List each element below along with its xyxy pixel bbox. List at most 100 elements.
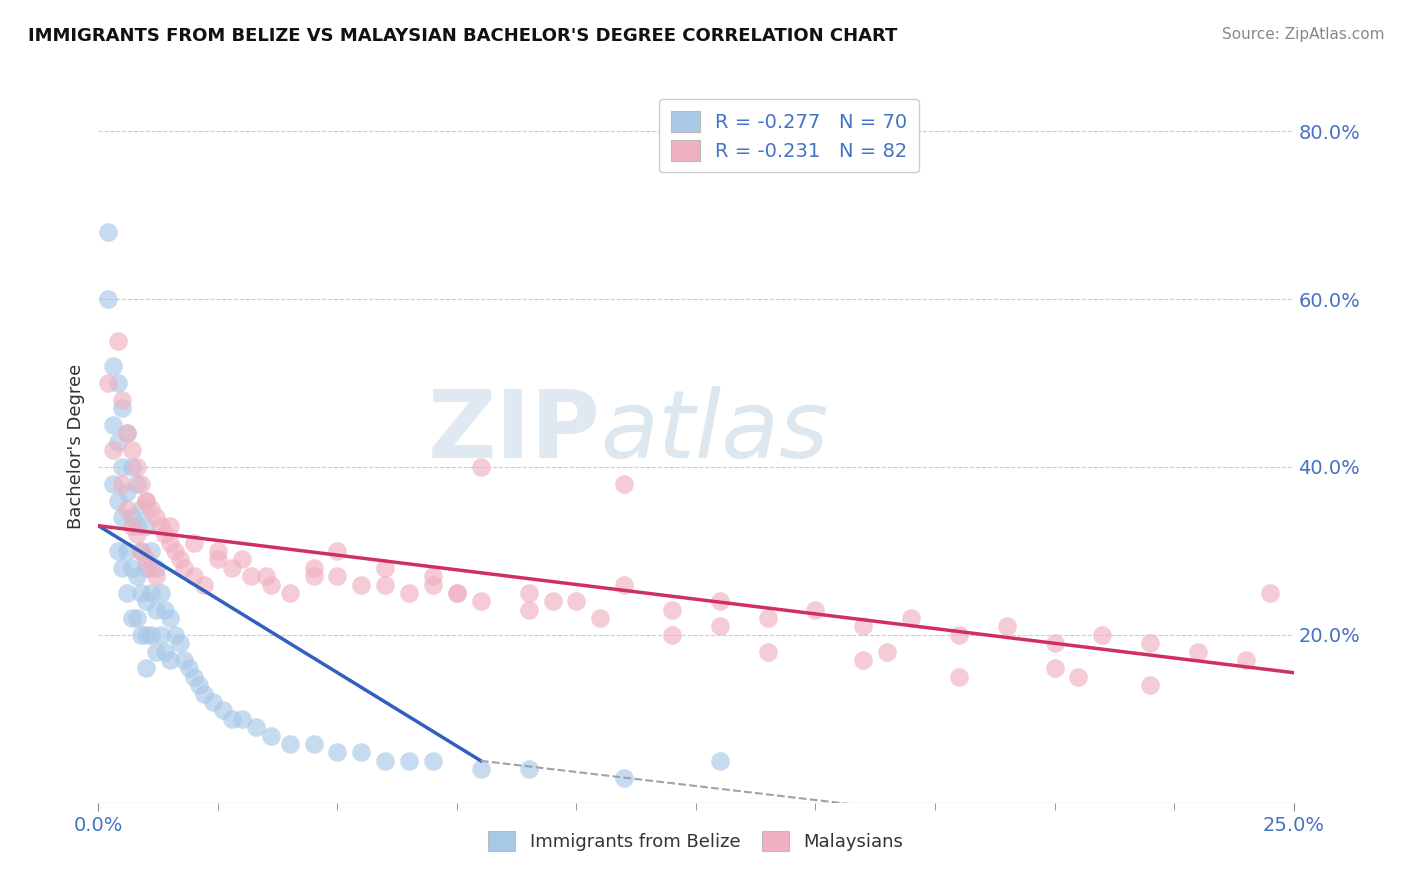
Point: [149, 518, 172, 533]
Point: [125, 611, 148, 625]
Point: [470, 762, 492, 776]
Point: [613, 476, 636, 491]
Point: [131, 628, 153, 642]
Point: [1139, 678, 1161, 692]
Point: [517, 586, 540, 600]
Point: [97, 292, 120, 306]
Point: [231, 712, 253, 726]
Point: [107, 493, 129, 508]
Point: [374, 754, 396, 768]
Point: [135, 628, 157, 642]
Point: [121, 611, 143, 625]
Text: Source: ZipAtlas.com: Source: ZipAtlas.com: [1222, 27, 1385, 42]
Point: [1139, 636, 1161, 650]
Point: [107, 376, 129, 390]
Point: [135, 493, 157, 508]
Point: [145, 510, 167, 524]
Point: [1091, 628, 1114, 642]
Point: [131, 544, 153, 558]
Point: [709, 594, 731, 608]
Point: [948, 628, 970, 642]
Point: [139, 560, 162, 574]
Point: [111, 392, 134, 407]
Point: [139, 502, 162, 516]
Point: [350, 746, 373, 760]
Point: [278, 737, 301, 751]
Point: [374, 577, 396, 591]
Point: [1067, 670, 1090, 684]
Point: [207, 544, 229, 558]
Point: [709, 619, 731, 633]
Point: [159, 611, 181, 625]
Point: [145, 603, 167, 617]
Point: [101, 443, 124, 458]
Point: [173, 653, 195, 667]
Point: [145, 560, 167, 574]
Point: [101, 476, 124, 491]
Point: [163, 628, 186, 642]
Point: [111, 560, 134, 574]
Point: [111, 401, 134, 416]
Point: [155, 603, 177, 617]
Point: [163, 544, 186, 558]
Point: [97, 225, 120, 239]
Point: [115, 544, 138, 558]
Point: [139, 628, 162, 642]
Point: [115, 502, 138, 516]
Point: [135, 518, 157, 533]
Point: [302, 569, 325, 583]
Point: [211, 703, 233, 717]
Point: [541, 594, 564, 608]
Point: [135, 552, 157, 566]
Point: [517, 762, 540, 776]
Point: [900, 611, 922, 625]
Point: [756, 645, 779, 659]
Point: [125, 569, 148, 583]
Point: [995, 619, 1018, 633]
Point: [169, 552, 191, 566]
Point: [326, 746, 349, 760]
Point: [121, 443, 143, 458]
Point: [121, 518, 143, 533]
Point: [115, 485, 138, 500]
Point: [135, 560, 157, 574]
Point: [115, 586, 138, 600]
Point: [121, 460, 143, 475]
Point: [661, 628, 683, 642]
Point: [254, 569, 277, 583]
Point: [398, 586, 420, 600]
Text: ZIP: ZIP: [427, 385, 600, 478]
Point: [1258, 586, 1281, 600]
Point: [613, 771, 636, 785]
Point: [131, 586, 153, 600]
Point: [374, 560, 396, 574]
Point: [326, 569, 349, 583]
Point: [1043, 661, 1066, 675]
Point: [97, 376, 120, 390]
Point: [1234, 653, 1257, 667]
Point: [240, 569, 263, 583]
Point: [183, 535, 205, 549]
Point: [131, 502, 153, 516]
Point: [159, 653, 181, 667]
Point: [221, 560, 243, 574]
Point: [107, 434, 129, 449]
Point: [135, 661, 157, 675]
Text: atlas: atlas: [600, 386, 828, 477]
Point: [804, 603, 827, 617]
Point: [125, 518, 148, 533]
Y-axis label: Bachelor's Degree: Bachelor's Degree: [66, 363, 84, 529]
Point: [149, 628, 172, 642]
Point: [115, 426, 138, 441]
Point: [169, 636, 191, 650]
Point: [709, 754, 731, 768]
Point: [121, 510, 143, 524]
Point: [613, 577, 636, 591]
Point: [183, 670, 205, 684]
Point: [101, 417, 124, 432]
Point: [207, 552, 229, 566]
Point: [179, 661, 201, 675]
Point: [155, 645, 177, 659]
Point: [145, 645, 167, 659]
Point: [876, 645, 898, 659]
